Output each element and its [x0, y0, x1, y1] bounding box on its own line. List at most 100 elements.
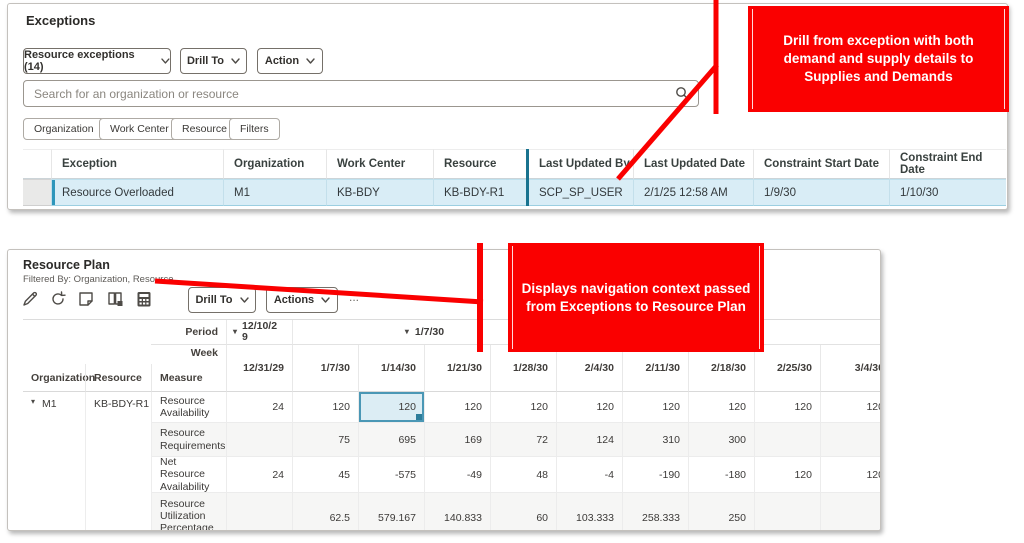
chip-label: Organization [34, 123, 94, 135]
grid-cell[interactable]: -190 [622, 457, 688, 493]
organization-cell[interactable]: ▾ M1 [23, 392, 85, 530]
week-header[interactable]: 2/11/30 [622, 345, 688, 392]
cell-work-center[interactable]: KB-BDY [326, 179, 433, 206]
column-header-resource[interactable]: Resource [433, 149, 528, 179]
rp-actions-button[interactable]: Actions [266, 287, 338, 313]
search-icon[interactable] [674, 85, 690, 101]
grid-cell[interactable]: 72 [490, 423, 556, 457]
grid-cell[interactable]: 120 [754, 457, 820, 493]
grid-cell[interactable]: 24 [226, 392, 292, 423]
grid-cell[interactable]: 300 [688, 423, 754, 457]
resource-cell[interactable]: KB-BDY-R1 [85, 392, 151, 530]
column-header-constraint-start-date[interactable]: Constraint Start Date [753, 149, 889, 179]
grid-cell[interactable]: 120 [424, 392, 490, 423]
collapse-triangle-icon[interactable]: ▾ [404, 327, 409, 336]
week-header[interactable]: 1/21/30 [424, 345, 490, 392]
grid-cell[interactable]: 169 [424, 423, 490, 457]
grid-cell[interactable]: 120 [820, 457, 880, 493]
grid-cell[interactable]: 45 [292, 457, 358, 493]
grid-cell[interactable] [754, 493, 820, 530]
period-group-2[interactable]: ▾ 1/7/30 [292, 320, 556, 345]
grid-cell[interactable]: 250 [688, 493, 754, 530]
grid-cell[interactable] [226, 493, 292, 530]
grid-cell[interactable]: 24 [226, 457, 292, 493]
grid-cell[interactable]: 62.5 [292, 493, 358, 530]
grid-cell[interactable]: 120 [820, 392, 880, 423]
week-header[interactable]: 1/14/30 [358, 345, 424, 392]
cell-last-updated-by[interactable]: SCP_SP_USER [528, 179, 633, 206]
grid-cell[interactable]: 140.833 [424, 493, 490, 530]
chip-label: Work Center [110, 123, 169, 135]
freeze-columns-icon[interactable] [106, 290, 124, 308]
collapse-triangle-icon[interactable]: ▾ [233, 327, 238, 336]
week-header[interactable]: 2/4/30 [556, 345, 622, 392]
grid-cell[interactable]: 60 [490, 493, 556, 530]
column-header-last-updated-date[interactable]: Last Updated Date [633, 149, 753, 179]
calculator-icon[interactable] [135, 290, 153, 308]
grid-cell[interactable] [226, 423, 292, 457]
week-header[interactable]: 2/18/30 [688, 345, 754, 392]
grid-cell[interactable] [820, 423, 880, 457]
rp-drill-to-button[interactable]: Drill To [188, 287, 256, 313]
cell-constraint-start-date[interactable]: 1/9/30 [753, 179, 889, 206]
drill-to-label: Drill To [186, 55, 225, 67]
grid-cell[interactable]: 695 [358, 423, 424, 457]
cell-constraint-end-date[interactable]: 1/10/30 [889, 179, 1006, 206]
grid-cell[interactable]: 310 [622, 423, 688, 457]
grid-cell[interactable]: 120 [556, 392, 622, 423]
drill-to-button[interactable]: Drill To [180, 48, 247, 74]
period-group-1[interactable]: ▾ 12/10/29 [226, 320, 292, 345]
expand-triangle-icon[interactable]: ▾ [31, 397, 36, 406]
grid-cell[interactable]: 120 [292, 392, 358, 423]
grid-cell[interactable]: -180 [688, 457, 754, 493]
grid-cell[interactable]: -575 [358, 457, 424, 493]
column-header-organization[interactable]: Organization [223, 149, 326, 179]
edit-icon[interactable] [21, 290, 39, 308]
week-header[interactable]: 1/28/30 [490, 345, 556, 392]
action-button[interactable]: Action [257, 48, 323, 74]
week-header[interactable]: 3/4/30 [820, 345, 880, 392]
grid-cell[interactable] [820, 493, 880, 530]
grid-cell[interactable]: 579.167 [358, 493, 424, 530]
chip-filters[interactable]: Filters [229, 118, 280, 140]
grid-cell[interactable] [754, 423, 820, 457]
cell-last-updated-date[interactable]: 2/1/25 12:58 AM [633, 179, 753, 206]
week-header[interactable]: 12/31/29 [226, 345, 292, 392]
toolbar-overflow[interactable]: ... [349, 290, 360, 304]
grid-cell[interactable]: 120 [490, 392, 556, 423]
chip-work-center[interactable]: Work Center [99, 118, 180, 140]
grid-cell[interactable]: 103.333 [556, 493, 622, 530]
column-header-exception[interactable]: Exception [51, 149, 223, 179]
grid-cell[interactable]: -49 [424, 457, 490, 493]
grid-cell[interactable]: 120 [688, 392, 754, 423]
column-header-last-updated-by[interactable]: Last Updated By [528, 149, 633, 179]
column-header-constraint-end-date[interactable]: Constraint End Date [889, 149, 1006, 179]
selected-grid-cell[interactable]: 120 [358, 392, 424, 423]
chevron-down-icon [321, 297, 330, 303]
measure-name: Resource Requirements [151, 423, 226, 457]
cell-resource[interactable]: KB-BDY-R1 [433, 179, 528, 206]
week-header[interactable]: 1/7/30 [292, 345, 358, 392]
search-input[interactable] [23, 80, 699, 107]
cell-organization[interactable]: M1 [223, 179, 326, 206]
note-icon[interactable] [77, 290, 95, 308]
column-header-work-center[interactable]: Work Center [326, 149, 433, 179]
chip-label: Filters [240, 123, 269, 135]
refresh-icon[interactable] [49, 290, 67, 308]
cell-exception[interactable]: Resource Overloaded [51, 179, 223, 206]
row-gutter[interactable] [23, 179, 51, 206]
grid-cell[interactable]: 124 [556, 423, 622, 457]
grid-cell[interactable]: 48 [490, 457, 556, 493]
grid-cell[interactable]: 258.333 [622, 493, 688, 530]
grid-cell[interactable]: -4 [556, 457, 622, 493]
grid-cell[interactable]: 120 [622, 392, 688, 423]
chip-organization[interactable]: Organization [23, 118, 105, 140]
grid-cell[interactable]: 120 [754, 392, 820, 423]
week-header[interactable]: 2/25/30 [754, 345, 820, 392]
grid-cell[interactable]: 75 [292, 423, 358, 457]
exception-type-dropdown[interactable]: Resource exceptions (14) [23, 48, 171, 74]
rp-drill-to-label: Drill To [195, 294, 233, 306]
chevron-down-icon [161, 58, 170, 64]
chip-resource[interactable]: Resource [171, 118, 238, 140]
